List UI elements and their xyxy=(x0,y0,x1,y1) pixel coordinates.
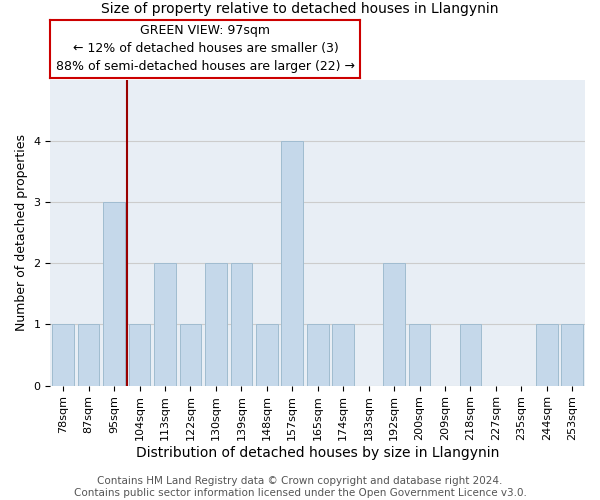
Bar xyxy=(332,324,354,386)
Bar xyxy=(383,264,405,386)
Bar xyxy=(460,324,481,386)
Text: Size of property relative to detached houses in Llangynin: Size of property relative to detached ho… xyxy=(101,2,499,16)
Text: GREEN VIEW: 97sqm
← 12% of detached houses are smaller (3)
88% of semi-detached : GREEN VIEW: 97sqm ← 12% of detached hous… xyxy=(56,24,355,73)
Bar xyxy=(409,324,430,386)
Y-axis label: Number of detached properties: Number of detached properties xyxy=(15,134,28,332)
Bar xyxy=(281,141,303,386)
Bar xyxy=(562,324,583,386)
Bar xyxy=(230,264,252,386)
Text: Contains HM Land Registry data © Crown copyright and database right 2024.
Contai: Contains HM Land Registry data © Crown c… xyxy=(74,476,526,498)
Bar xyxy=(52,324,74,386)
X-axis label: Distribution of detached houses by size in Llangynin: Distribution of detached houses by size … xyxy=(136,446,499,460)
Bar xyxy=(536,324,557,386)
Bar xyxy=(128,324,151,386)
Bar xyxy=(205,264,227,386)
Bar xyxy=(154,264,176,386)
Bar xyxy=(307,324,329,386)
Bar xyxy=(78,324,100,386)
Bar xyxy=(256,324,278,386)
Bar xyxy=(179,324,201,386)
Bar xyxy=(103,202,125,386)
